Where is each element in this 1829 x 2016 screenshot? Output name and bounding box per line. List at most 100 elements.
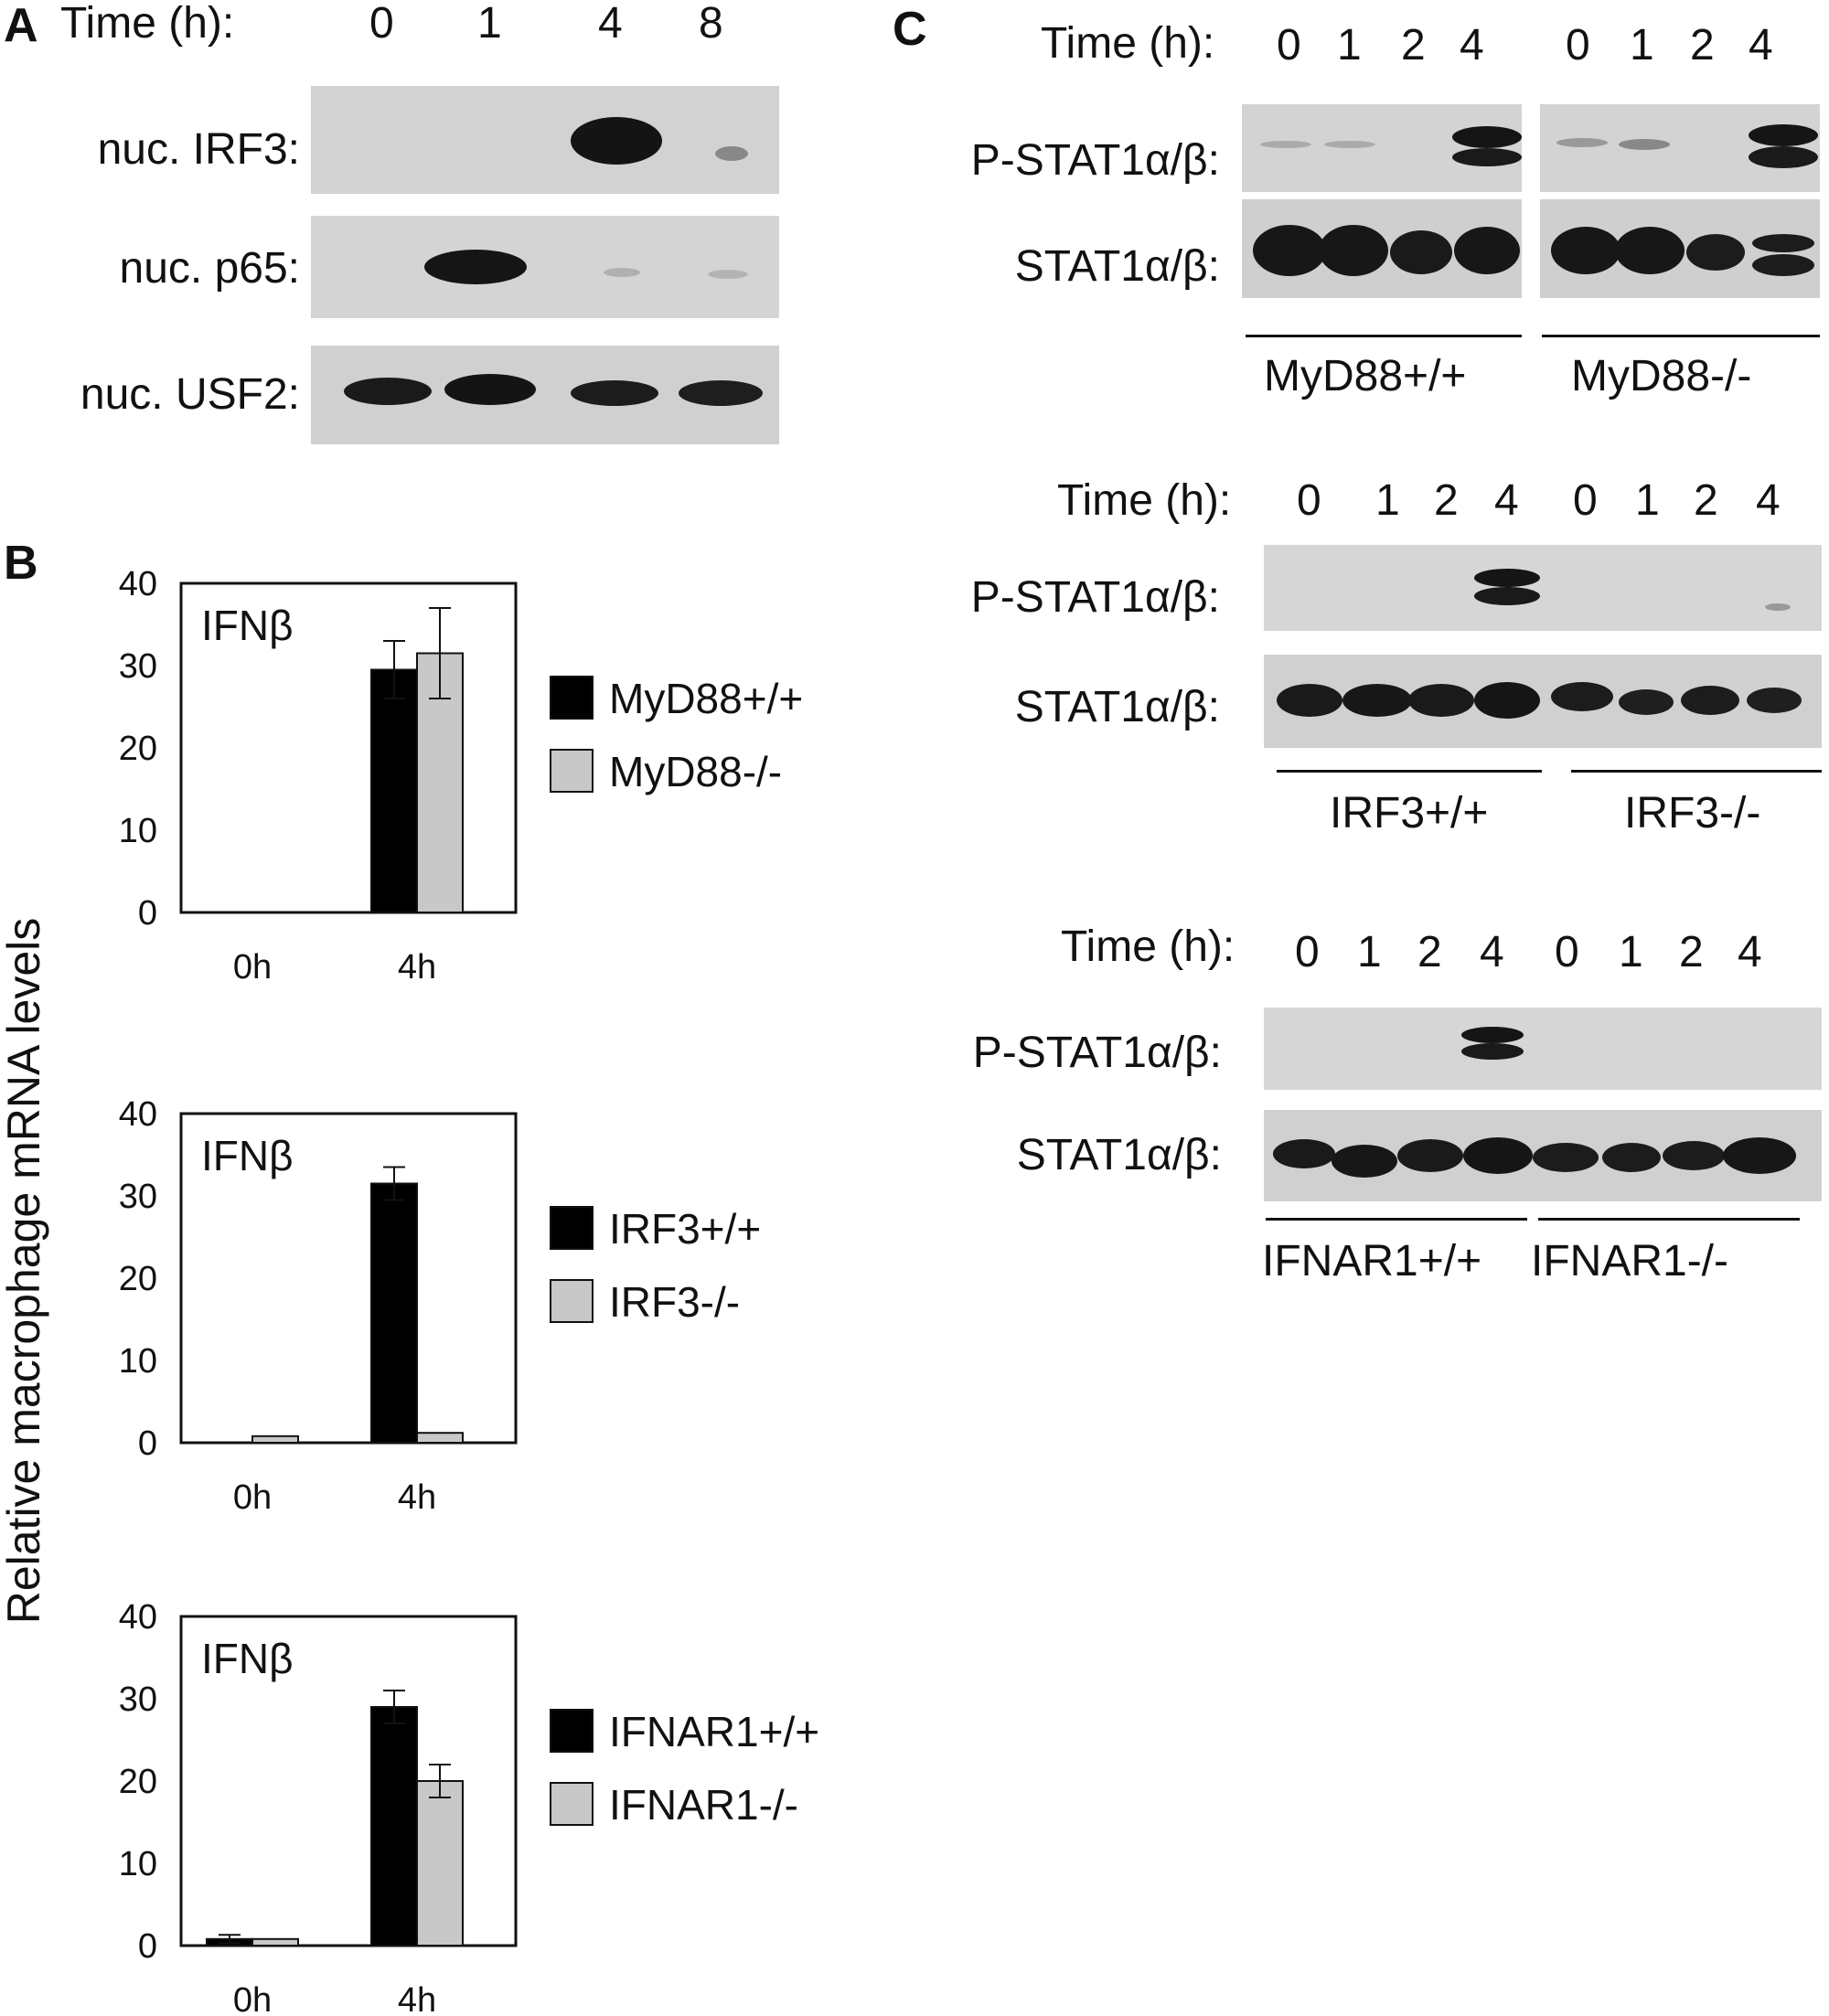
band: [1454, 227, 1520, 274]
band: [1474, 682, 1540, 719]
c1-time: 4: [1460, 21, 1484, 69]
band: [1452, 126, 1522, 148]
legend-label: MyD88-/-: [609, 748, 782, 795]
band: [571, 117, 662, 165]
panel-a-row-irf3: nuc. IRF3:: [97, 125, 300, 174]
y-tick-label: 40: [119, 1598, 157, 1637]
chart-title: IFNβ: [201, 602, 294, 649]
band: [1681, 686, 1739, 715]
chart-ifnar1: 0 10 20 30 40 IFNβ 0h 4h IFNAR1+/+ IFNAR1-/-: [119, 1598, 819, 2016]
band: [1253, 225, 1326, 276]
band: [1273, 1139, 1335, 1168]
band: [1332, 1145, 1397, 1178]
c3-time-label: Time (h):: [1061, 923, 1235, 971]
plot-frame: [179, 581, 518, 914]
y-tick-label: 10: [119, 812, 157, 850]
blot-c1-stat: [1242, 199, 1820, 298]
c3-time: 1: [1357, 928, 1382, 976]
c3-row-stat: STAT1α/β:: [1016, 1131, 1222, 1179]
c1-group-right: MyD88-/-: [1571, 352, 1752, 400]
y-tick-label: 30: [119, 1178, 157, 1216]
c3-underline-right: [1538, 1218, 1800, 1221]
c1-underline-right: [1542, 335, 1820, 337]
c2-time: 1: [1375, 476, 1400, 525]
legend-label: IRF3+/+: [609, 1205, 761, 1253]
panel-a-time-4: 4: [598, 0, 623, 48]
band: [1723, 1137, 1796, 1174]
y-tick-label: 10: [119, 1342, 157, 1381]
bar: [251, 1435, 299, 1444]
category-label: 4h: [398, 1981, 436, 2016]
band: [715, 146, 748, 161]
panel-a-row-usf2: nuc. USF2:: [80, 370, 300, 419]
y-tick-label: 20: [119, 1763, 157, 1801]
c1-time-label: Time (h):: [1041, 19, 1215, 68]
c3-underline-left: [1266, 1218, 1527, 1221]
panel-b-letter: B: [4, 537, 38, 590]
c3-time: 4: [1738, 928, 1762, 976]
c2-row-pstat: P-STAT1α/β:: [970, 573, 1220, 622]
bar: [251, 1937, 299, 1947]
c3-time: 0: [1555, 928, 1579, 976]
bar: [370, 1182, 418, 1444]
c2-group-right: IRF3-/-: [1624, 789, 1761, 837]
c2-time: 2: [1694, 476, 1718, 525]
category-label: 0h: [233, 1981, 272, 2016]
c3-time: 1: [1619, 928, 1643, 976]
band: [1752, 254, 1814, 276]
c1-time: 1: [1337, 21, 1362, 69]
blot-a-usf2: [311, 346, 779, 444]
band: [1277, 684, 1342, 717]
band: [1602, 1143, 1661, 1172]
band: [1752, 234, 1814, 252]
c2-time: 4: [1756, 476, 1781, 525]
panel-a-time-8: 8: [699, 0, 723, 48]
c2-time: 4: [1494, 476, 1519, 525]
y-tick-label: 20: [119, 730, 157, 768]
bar: [370, 1706, 418, 1947]
y-tick-label: 40: [119, 565, 157, 603]
plot-frame: [179, 1112, 518, 1445]
c3-time: 2: [1417, 928, 1442, 976]
panel-c-letter: C: [893, 3, 927, 56]
panel-a-time-label: Time (h):: [60, 0, 235, 48]
bar: [416, 1432, 464, 1445]
band: [1461, 1027, 1524, 1043]
y-tick-label: 0: [138, 1424, 157, 1463]
c2-row-stat: STAT1α/β:: [1014, 683, 1220, 731]
band: [1474, 569, 1540, 587]
blot-a-p65: [311, 216, 779, 318]
c1-row-pstat: P-STAT1α/β:: [970, 136, 1220, 185]
c2-underline-right: [1571, 770, 1822, 773]
c2-time: 0: [1297, 476, 1321, 525]
y-tick-label: 40: [119, 1095, 157, 1134]
category-label: 4h: [398, 948, 436, 987]
legend-label: IFNAR1-/-: [609, 1781, 798, 1829]
band: [1663, 1141, 1725, 1170]
band: [1749, 124, 1818, 146]
c3-time: 4: [1480, 928, 1504, 976]
c2-time-label: Time (h):: [1057, 476, 1232, 525]
band: [424, 250, 527, 284]
c1-time: 2: [1401, 21, 1426, 69]
band: [1463, 1137, 1533, 1174]
band: [1747, 688, 1802, 713]
bar: [416, 1780, 464, 1947]
y-tick-label: 0: [138, 1927, 157, 1966]
category-label: 0h: [233, 1478, 272, 1517]
blot-a-irf3: [311, 86, 779, 194]
band: [1615, 227, 1685, 274]
legend-label: IRF3-/-: [609, 1278, 740, 1326]
band: [1461, 1043, 1524, 1060]
y-tick-label: 30: [119, 1680, 157, 1719]
y-tick-label: 10: [119, 1845, 157, 1883]
legend-swatch: [550, 1279, 594, 1323]
c1-time: 0: [1277, 21, 1301, 69]
band: [1452, 148, 1522, 166]
band: [1686, 234, 1745, 271]
legend-swatch: [550, 1206, 594, 1250]
chart-title: IFNβ: [201, 1635, 294, 1682]
y-tick-label: 20: [119, 1260, 157, 1298]
c1-time: 2: [1690, 21, 1715, 69]
chart-irf3: 0 10 20 30 40 IFNβ 0h 4h IRF3+/+ IRF3-/-: [119, 1095, 761, 1517]
